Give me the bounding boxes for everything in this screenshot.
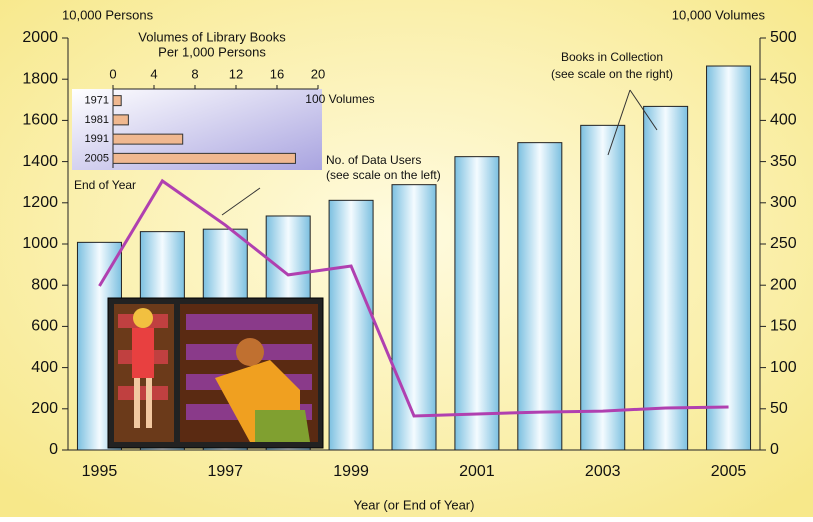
line (98, 178, 729, 418)
inset-y-tick-label: 1981 (85, 114, 109, 126)
inset-x-tick-label: 16 (270, 66, 284, 81)
bar (580, 124, 626, 451)
inset-bar (112, 95, 122, 107)
y2-tick-label: 250 (770, 235, 797, 252)
bar (706, 65, 752, 451)
x-tick-label: 2001 (459, 463, 495, 480)
inset-y-tick-label: 1991 (85, 133, 109, 145)
y2-tick-label: 400 (770, 112, 797, 129)
y-tick-label: 200 (31, 400, 58, 417)
bar (517, 142, 563, 451)
y2-tick-label: 0 (770, 441, 779, 458)
y2-tick-label: 100 (770, 359, 797, 376)
x-tick-label: 1999 (333, 463, 369, 480)
inset-bar (112, 133, 184, 145)
bar (391, 184, 437, 451)
y-tick-label: 600 (31, 318, 58, 335)
annotation: (see scale on the left) (326, 168, 441, 182)
x-tick-label: 2003 (585, 463, 621, 480)
inset-subtitle: Per 1,000 Persons (158, 44, 266, 59)
inset-y-label: End of Year (74, 178, 136, 192)
bar (328, 199, 374, 451)
y2-tick-label: 300 (770, 194, 797, 211)
y-tick-label: 1800 (22, 70, 58, 87)
y-tick-label: 2000 (22, 29, 58, 46)
callout-line (607, 89, 631, 156)
y-tick-label: 800 (31, 276, 58, 293)
inset-x-tick-label: 4 (150, 66, 157, 81)
inset-y-tick-label: 2005 (85, 152, 109, 164)
callout-line (221, 187, 261, 216)
inset-x-tick-label: 12 (229, 66, 243, 81)
callouts (221, 89, 658, 216)
x-tick-label: 1997 (207, 463, 243, 480)
x-tick-label: 1995 (82, 463, 118, 480)
inset-x-tick-label: 20 (311, 66, 325, 81)
y2-tick-label: 350 (770, 153, 797, 170)
y-tick-label: 0 (49, 441, 58, 458)
y2-tick-label: 50 (770, 400, 788, 417)
inset-y-tick-label: 1971 (85, 95, 109, 107)
y-tick-label: 1200 (22, 194, 58, 211)
y2-tick-label: 150 (770, 318, 797, 335)
inset-x-tick-label: 8 (191, 66, 198, 81)
x-axis-label: Year (or End of Year) (354, 497, 475, 512)
y2-tick-label: 450 (770, 70, 797, 87)
bar (454, 156, 500, 451)
inset-title: Volumes of Library Books (138, 29, 286, 44)
bar (643, 105, 689, 451)
annotation: (see scale on the right) (551, 67, 673, 81)
y-tick-label: 1400 (22, 153, 58, 170)
inset-x-tick-label: 0 (109, 66, 116, 81)
y-unit-label: 10,000 Persons (62, 7, 154, 22)
inset-bar (112, 152, 296, 164)
y-tick-label: 1600 (22, 112, 58, 129)
y2-unit-label: 10,000 Volumes (672, 7, 766, 22)
x-tick-label: 2005 (711, 463, 747, 480)
y2-tick-label: 500 (770, 29, 797, 46)
callout-line (629, 89, 658, 131)
inset-bar (112, 114, 129, 126)
y2-tick-label: 200 (770, 276, 797, 293)
annotation: Books in Collection (561, 50, 663, 64)
inset-unit-label: 100 Volumes (305, 92, 374, 106)
annotation: No. of Data Users (326, 153, 421, 167)
y-tick-label: 400 (31, 359, 58, 376)
y-tick-label: 1000 (22, 235, 58, 252)
inset-chart: 1971 1981 1991 2005 (72, 85, 322, 170)
clip-art (107, 297, 324, 449)
